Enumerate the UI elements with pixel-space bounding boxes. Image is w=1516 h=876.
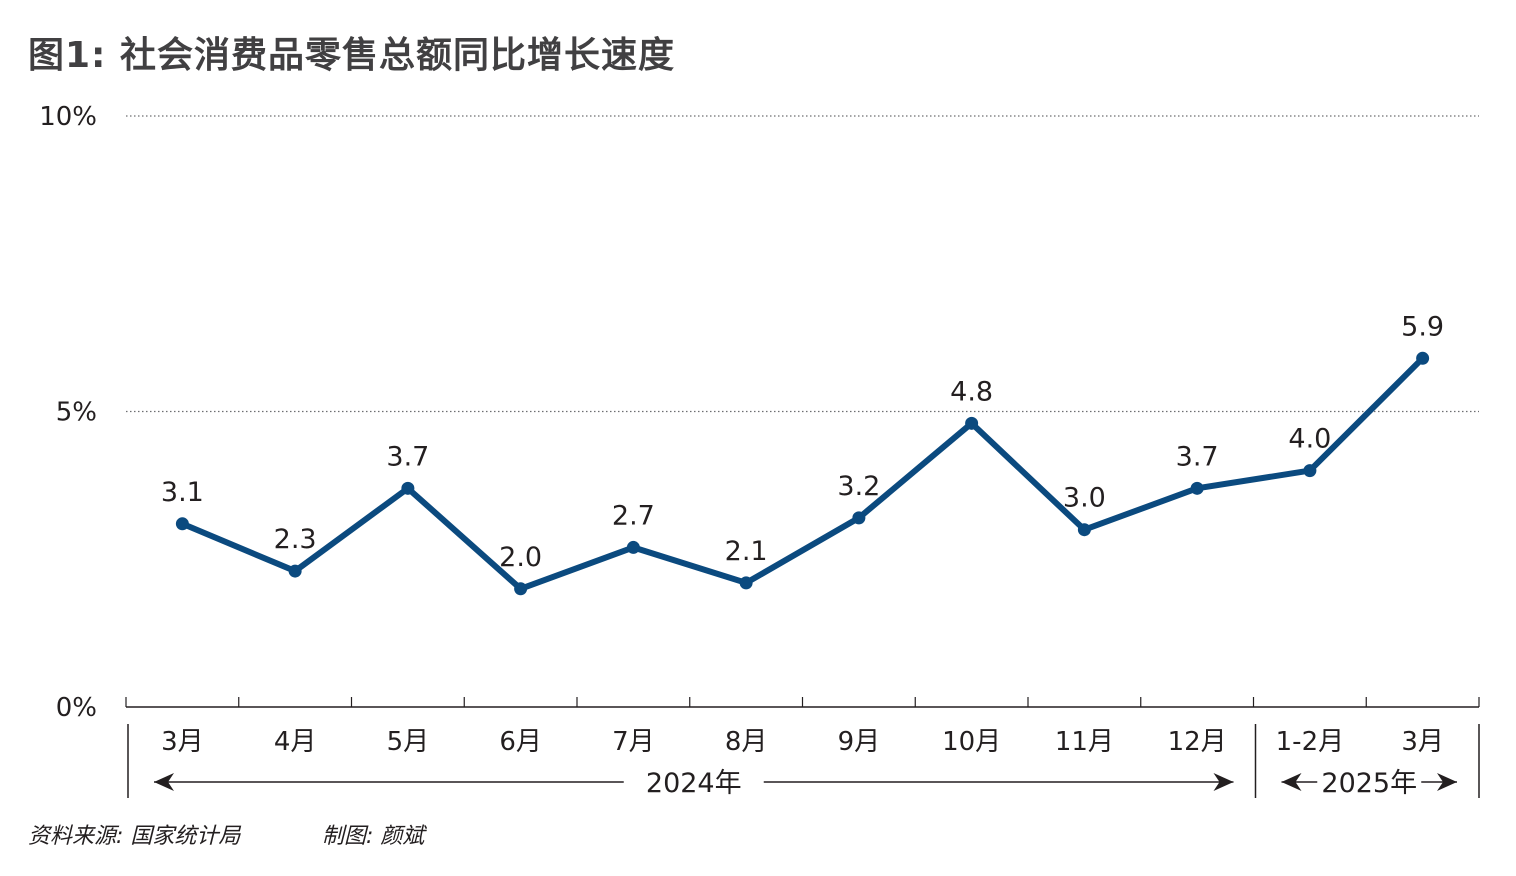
x-tick-label: 3月 [161, 727, 204, 757]
data-point [288, 564, 302, 578]
data-point [1303, 464, 1317, 478]
data-label: 3.7 [1176, 441, 1219, 472]
x-tick-label: 1-2月 [1276, 727, 1344, 757]
data-point [852, 511, 866, 525]
data-label: 5.9 [1401, 311, 1444, 342]
chart-title: 图1: 社会消费品零售总额同比增长速度 [28, 35, 675, 76]
data-point [175, 517, 189, 531]
data-point [626, 540, 640, 554]
data-label: 2.7 [612, 500, 655, 531]
x-tick-label: 9月 [838, 727, 881, 757]
x-tick-label: 11月 [1055, 727, 1114, 757]
year-group-label: 2024年 [646, 768, 742, 799]
credit-note: 制图: 颜斌 [322, 824, 425, 849]
x-tick-label: 6月 [499, 727, 542, 757]
data-point [401, 481, 415, 495]
x-tick-label: 12月 [1168, 727, 1227, 757]
arrow-right-icon [1213, 773, 1234, 791]
series-line [179, 355, 1426, 593]
y-tick-label: 0% [56, 693, 97, 723]
data-label: 4.8 [950, 376, 993, 407]
data-label: 3.1 [161, 477, 204, 508]
data-point [1190, 481, 1204, 495]
x-tick-label: 4月 [274, 727, 317, 757]
source-note: 资料来源: 国家统计局 [28, 824, 241, 849]
data-label: 2.0 [499, 542, 542, 573]
data-label: 3.0 [1063, 483, 1106, 514]
data-label: 3.7 [386, 441, 429, 472]
arrow-left-icon [1281, 773, 1302, 791]
data-point [1416, 351, 1430, 365]
data-label: 4.0 [1288, 424, 1331, 455]
x-tick-label: 8月 [725, 727, 768, 757]
data-label: 2.3 [274, 524, 317, 555]
x-tick-label: 7月 [612, 727, 655, 757]
data-point [514, 582, 528, 596]
data-label: 2.1 [725, 536, 768, 567]
x-tick-label: 10月 [942, 727, 1001, 757]
y-tick-label: 10% [39, 102, 97, 132]
x-tick-label: 3月 [1401, 727, 1444, 757]
arrow-left-icon [154, 773, 174, 791]
data-point [965, 416, 979, 430]
x-tick-label: 5月 [387, 727, 430, 757]
arrow-right-icon [1437, 773, 1457, 791]
data-point [739, 576, 753, 590]
data-point [1077, 523, 1091, 537]
year-group-label: 2025年 [1321, 768, 1417, 799]
y-tick-label: 5% [56, 398, 97, 428]
data-label: 3.2 [837, 471, 880, 502]
